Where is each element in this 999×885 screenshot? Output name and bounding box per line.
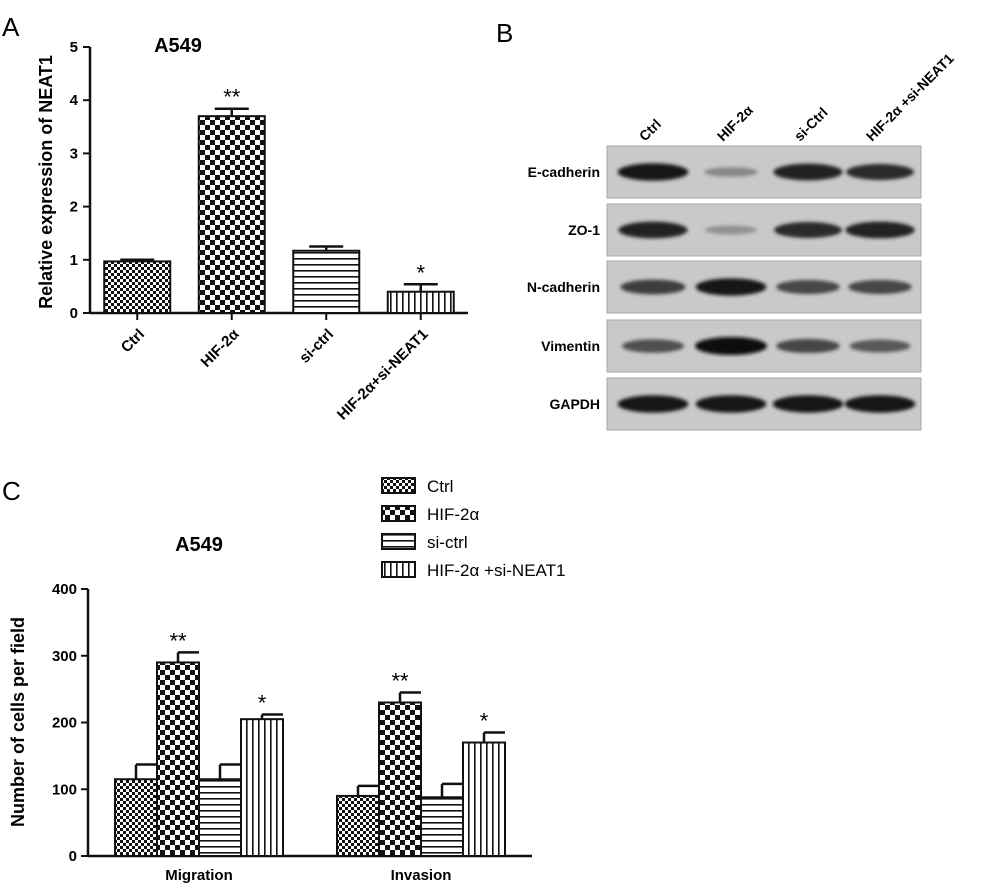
chart-c-significance: * [480, 709, 489, 734]
blot-band [774, 221, 842, 239]
blot-band [776, 338, 840, 354]
chart-c-ytick-label: 100 [52, 781, 77, 798]
blot-band [620, 279, 686, 295]
chart-c-category-label: Migration [165, 867, 233, 884]
blot-band [695, 395, 767, 413]
chart-a-ytick-label: 4 [70, 92, 79, 109]
blot-protein-label: E-cadherin [528, 164, 600, 180]
chart-c-ytick-label: 400 [52, 581, 77, 598]
chart-a: A549 Relative expression of NEAT1 0 1 2 3 4 5… [36, 35, 468, 423]
legend-label: si-ctrl [427, 533, 468, 552]
blot-lane-label: HIF-2α +si-NEAT1 [863, 50, 957, 144]
chart-c-bar [336, 794, 380, 857]
panel-letter-c: C [2, 476, 21, 506]
chart-c-ylabel: Number of cells per field [8, 617, 28, 827]
chart-c-bar [462, 741, 506, 858]
legend-swatch [381, 561, 416, 578]
chart-c-bar [198, 778, 242, 857]
chart-a-significance: * [416, 260, 425, 285]
chart-a-ytick-label: 2 [70, 199, 78, 216]
chart-c-bar [420, 796, 464, 858]
blot-band [773, 163, 843, 181]
blot-band [848, 279, 912, 295]
blot-lane-label: si-Ctrl [791, 104, 831, 144]
chart-c-title: A549 [175, 534, 223, 556]
chart-a-ytick-label: 3 [70, 145, 78, 162]
chart-a-ytick-label: 0 [70, 305, 78, 322]
blot-band [776, 279, 840, 295]
chart-a-category-label: si-ctrl [296, 326, 337, 367]
panel-letter-b: B [496, 18, 513, 48]
chart-a-category-label: HIF-2α+si-NEAT1 [334, 326, 432, 424]
legend-label: Ctrl [427, 477, 453, 496]
blot-band [695, 337, 767, 355]
blot-band [845, 221, 915, 239]
chart-c: A549 Number of cells per field 0 100 200 30… [8, 477, 565, 884]
blot-band [617, 395, 689, 413]
blot-band [704, 167, 758, 177]
chart-a-ylabel: Relative expression of NEAT1 [36, 55, 56, 309]
legend-label: HIF-2α [427, 505, 480, 524]
chart-c-ytick-label: 0 [69, 848, 77, 865]
chart-a-category-label: HIF-2α [198, 325, 244, 371]
chart-c-bar [114, 778, 158, 857]
blot-band [849, 339, 911, 353]
chart-c-significance: ** [169, 628, 187, 653]
chart-c-category-label: Invasion [391, 867, 452, 884]
chart-a-bar [197, 115, 266, 314]
panel-letter-a: A [2, 12, 20, 42]
chart-a-bar [292, 249, 361, 314]
chart-c-ytick-label: 300 [52, 648, 77, 665]
chart-c-bar [156, 661, 200, 857]
chart-a-title: A549 [154, 35, 202, 57]
chart-c-legend: Ctrl HIF-2α si-ctrl HIF-2α +si-NEAT1 [381, 477, 565, 580]
blot-band [695, 278, 767, 296]
blot-protein-label: GAPDH [549, 396, 600, 412]
chart-c-significance: * [258, 690, 267, 715]
chart-c-significance: ** [391, 668, 409, 693]
blot-lane-label: HIF-2α [714, 102, 756, 144]
chart-a-bar [103, 260, 172, 314]
blot-band [772, 395, 844, 413]
blot-band [704, 225, 758, 235]
legend-label: HIF-2α +si-NEAT1 [427, 561, 565, 580]
legend-swatch [381, 477, 416, 494]
chart-a-category-label: Ctrl [118, 326, 148, 356]
blot-protein-label: ZO-1 [568, 222, 600, 238]
legend-swatch [381, 505, 416, 522]
blot-band [846, 163, 914, 181]
blot-band [617, 163, 689, 181]
western-blot: Ctrl HIF-2α si-Ctrl HIF-2α +si-NEAT1 E-cadhe… [527, 50, 957, 431]
blot-protein-label: N-cadherin [527, 279, 600, 295]
chart-c-ytick-label: 200 [52, 715, 77, 732]
legend-swatch [381, 533, 416, 550]
chart-c-bar [378, 701, 422, 857]
blot-protein-label: Vimentin [541, 338, 600, 354]
blot-lane-label: Ctrl [636, 116, 664, 144]
chart-c-bar [240, 718, 284, 857]
blot-band [621, 339, 685, 353]
blot-band [844, 395, 916, 413]
chart-a-bar [386, 290, 455, 315]
blot-band [618, 221, 688, 239]
chart-a-ytick-label: 1 [70, 252, 78, 269]
chart-a-ytick-label: 5 [70, 39, 78, 56]
chart-a-significance: ** [223, 85, 241, 110]
